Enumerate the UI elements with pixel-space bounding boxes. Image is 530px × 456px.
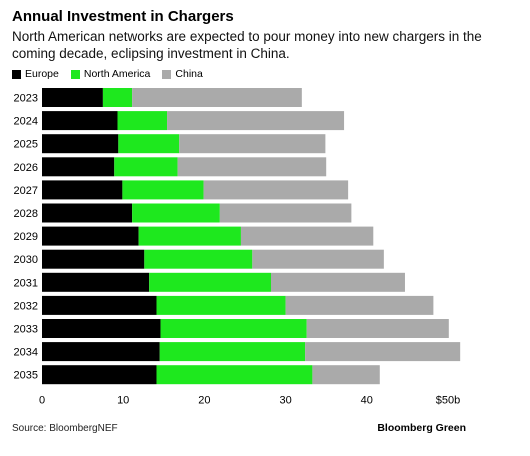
x-tick-label-10: 10: [117, 394, 129, 406]
y-tick-label-2032: 2032: [14, 300, 38, 312]
bar-north-america-2030: [144, 249, 253, 269]
bar-europe-2031: [42, 272, 150, 292]
bar-europe-2032: [42, 295, 157, 315]
bar-north-america-2033: [160, 319, 307, 338]
bar-europe-2025: [42, 134, 119, 154]
bar-europe-2026: [42, 157, 115, 177]
bar-europe-2024: [42, 111, 118, 131]
bar-north-america-2031: [149, 272, 271, 292]
bar-china-2027: [203, 180, 349, 200]
legend-swatch-europe: [12, 69, 21, 79]
bar-europe-2034: [42, 342, 160, 362]
y-tick-label-2024: 2024: [14, 116, 38, 128]
chart-title: Annual Investment in Chargers: [12, 8, 234, 25]
y-tick-label-2026: 2026: [14, 162, 38, 174]
chart-subtitle: North American networks are expected to …: [12, 29, 482, 61]
bar-north-america-2028: [132, 203, 220, 223]
y-tick-label-2029: 2029: [14, 231, 38, 243]
bar-europe-2029: [42, 226, 139, 246]
bar-china-2029: [240, 226, 374, 246]
bar-north-america-2023: [102, 88, 133, 107]
bar-north-america-2034: [159, 342, 306, 362]
stacked-bar-chart: 2023202420252026202720282029203020312032…: [14, 88, 461, 406]
source-note: Source: BloombergNEF: [12, 423, 118, 434]
x-tick-label-30: 30: [279, 394, 291, 406]
legend: Europe North America China: [12, 68, 203, 80]
bar-china-2028: [219, 203, 352, 223]
y-tick-label-2028: 2028: [14, 208, 38, 220]
bar-china-2034: [305, 342, 461, 362]
y-tick-label-2035: 2035: [14, 370, 38, 382]
legend-swatch-north-america: [70, 69, 80, 79]
legend-swatch-china: [162, 69, 172, 79]
y-tick-label-2025: 2025: [14, 139, 38, 151]
bar-europe-2028: [42, 203, 133, 223]
bar-europe-2030: [42, 249, 145, 269]
legend-label-europe: Europe: [25, 68, 59, 80]
brand-logo-text: Bloomberg Green: [377, 422, 466, 434]
y-tick-label-2034: 2034: [14, 347, 38, 359]
y-tick-label-2033: 2033: [14, 324, 38, 336]
bar-china-2030: [252, 249, 384, 269]
bar-north-america-2029: [138, 226, 241, 246]
legend-item-europe: Europe: [12, 68, 59, 80]
legend-label-china: China: [175, 68, 203, 80]
bar-europe-2023: [42, 88, 103, 107]
x-tick-label-40: 40: [361, 394, 373, 406]
bar-north-america-2027: [122, 180, 204, 200]
bar-north-america-2024: [117, 111, 168, 131]
bar-china-2026: [177, 157, 327, 177]
legend-label-north-america: North America: [83, 68, 151, 80]
bar-north-america-2026: [114, 157, 178, 177]
bar-europe-2035: [42, 365, 157, 385]
bar-europe-2027: [42, 180, 123, 200]
legend-item-north-america: North America: [70, 68, 151, 80]
x-tick-label-50: $50b: [436, 394, 460, 406]
legend-item-china: China: [162, 68, 203, 80]
bar-china-2031: [270, 272, 405, 292]
bar-china-2025: [179, 134, 326, 154]
bar-north-america-2025: [118, 134, 180, 154]
bar-north-america-2032: [156, 295, 286, 315]
bar-china-2033: [306, 319, 449, 338]
bar-north-america-2035: [156, 365, 313, 385]
y-tick-label-2027: 2027: [14, 185, 38, 197]
bar-china-2024: [167, 111, 345, 131]
bar-china-2032: [285, 295, 434, 315]
y-tick-label-2023: 2023: [14, 93, 38, 105]
x-tick-label-0: 0: [39, 394, 45, 406]
x-tick-label-20: 20: [198, 394, 210, 406]
y-tick-label-2030: 2030: [14, 254, 38, 266]
y-tick-label-2031: 2031: [14, 277, 38, 289]
bar-china-2023: [132, 88, 302, 107]
bar-europe-2033: [42, 319, 161, 338]
bar-china-2035: [312, 365, 380, 385]
